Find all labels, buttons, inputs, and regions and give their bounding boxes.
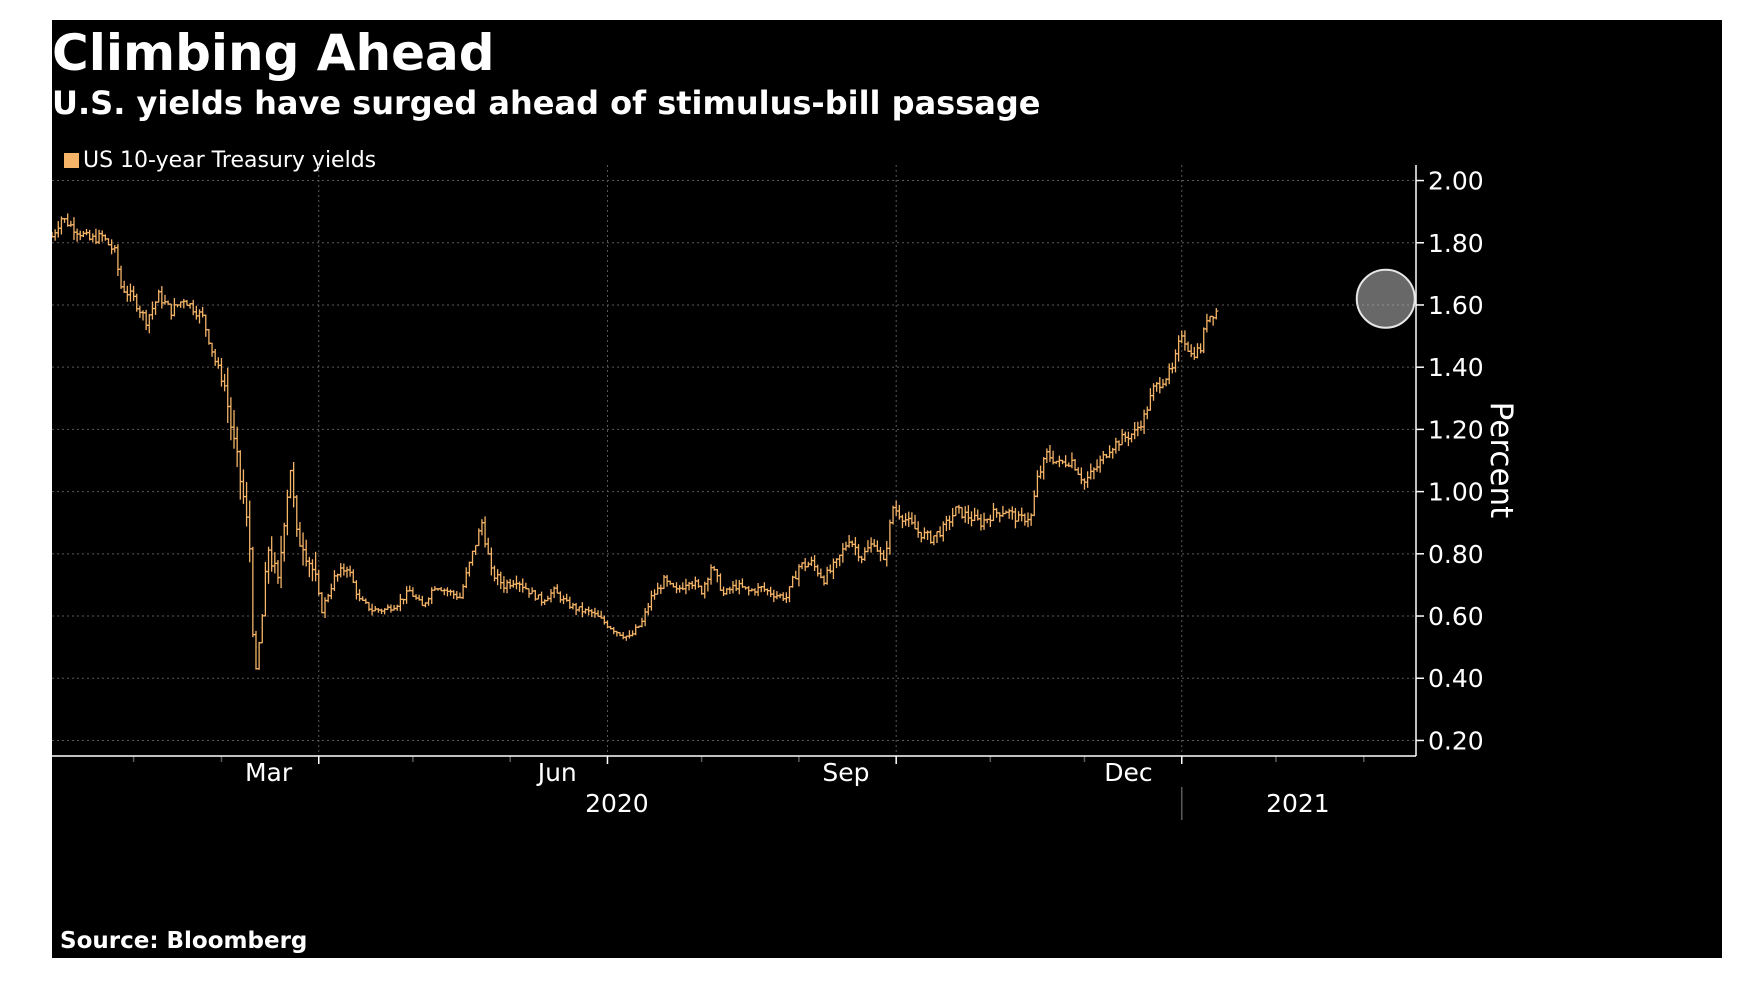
grid-layer (52, 165, 1416, 756)
year-label: 2020 (585, 789, 649, 818)
axis-layer (52, 165, 1424, 820)
legend-swatch (64, 152, 79, 168)
legend-label: US 10-year Treasury yields (83, 147, 377, 173)
month-label: Dec (1104, 758, 1152, 787)
highlight-circle (1355, 268, 1416, 329)
y-tick-label: 2.00 (1428, 167, 1484, 196)
y-tick-label: 1.60 (1428, 291, 1484, 320)
year-label: 2021 (1266, 789, 1330, 818)
legend: US 10-year Treasury yields (64, 144, 376, 176)
y-axis-title: Percent (1483, 402, 1519, 519)
chart-subtitle: U.S. yields have surged ahead of stimulu… (52, 84, 1041, 122)
chart-panel: Climbing Ahead U.S. yields have surged a… (52, 20, 1722, 958)
y-tick-label: 1.00 (1428, 478, 1484, 507)
month-label: Sep (822, 758, 869, 787)
y-tick-label: 0.20 (1428, 726, 1484, 755)
source-note: Source: Bloomberg (60, 928, 308, 954)
y-tick-label: 0.80 (1428, 540, 1484, 569)
annotation-layer (1355, 268, 1416, 329)
month-label: Mar (245, 758, 293, 787)
y-tick-label: 0.60 (1428, 602, 1484, 631)
month-label: Jun (536, 758, 577, 787)
chart-title: Climbing Ahead (52, 24, 495, 82)
y-tick-label: 1.40 (1428, 353, 1484, 382)
series-layer (52, 213, 1219, 670)
y-tick-label: 1.80 (1428, 229, 1484, 258)
y-tick-label: 0.40 (1428, 664, 1484, 693)
y-tick-label: 1.20 (1428, 415, 1484, 444)
label-layer: 0.20 0.40 0.60 0.80 1.00 1.20 1.40 1.60 1.80 2.00… (245, 167, 1519, 818)
yield-chart: 0.20 0.40 0.60 0.80 1.00 1.20 1.40 1.60 1.80 2.00… (52, 165, 1519, 820)
